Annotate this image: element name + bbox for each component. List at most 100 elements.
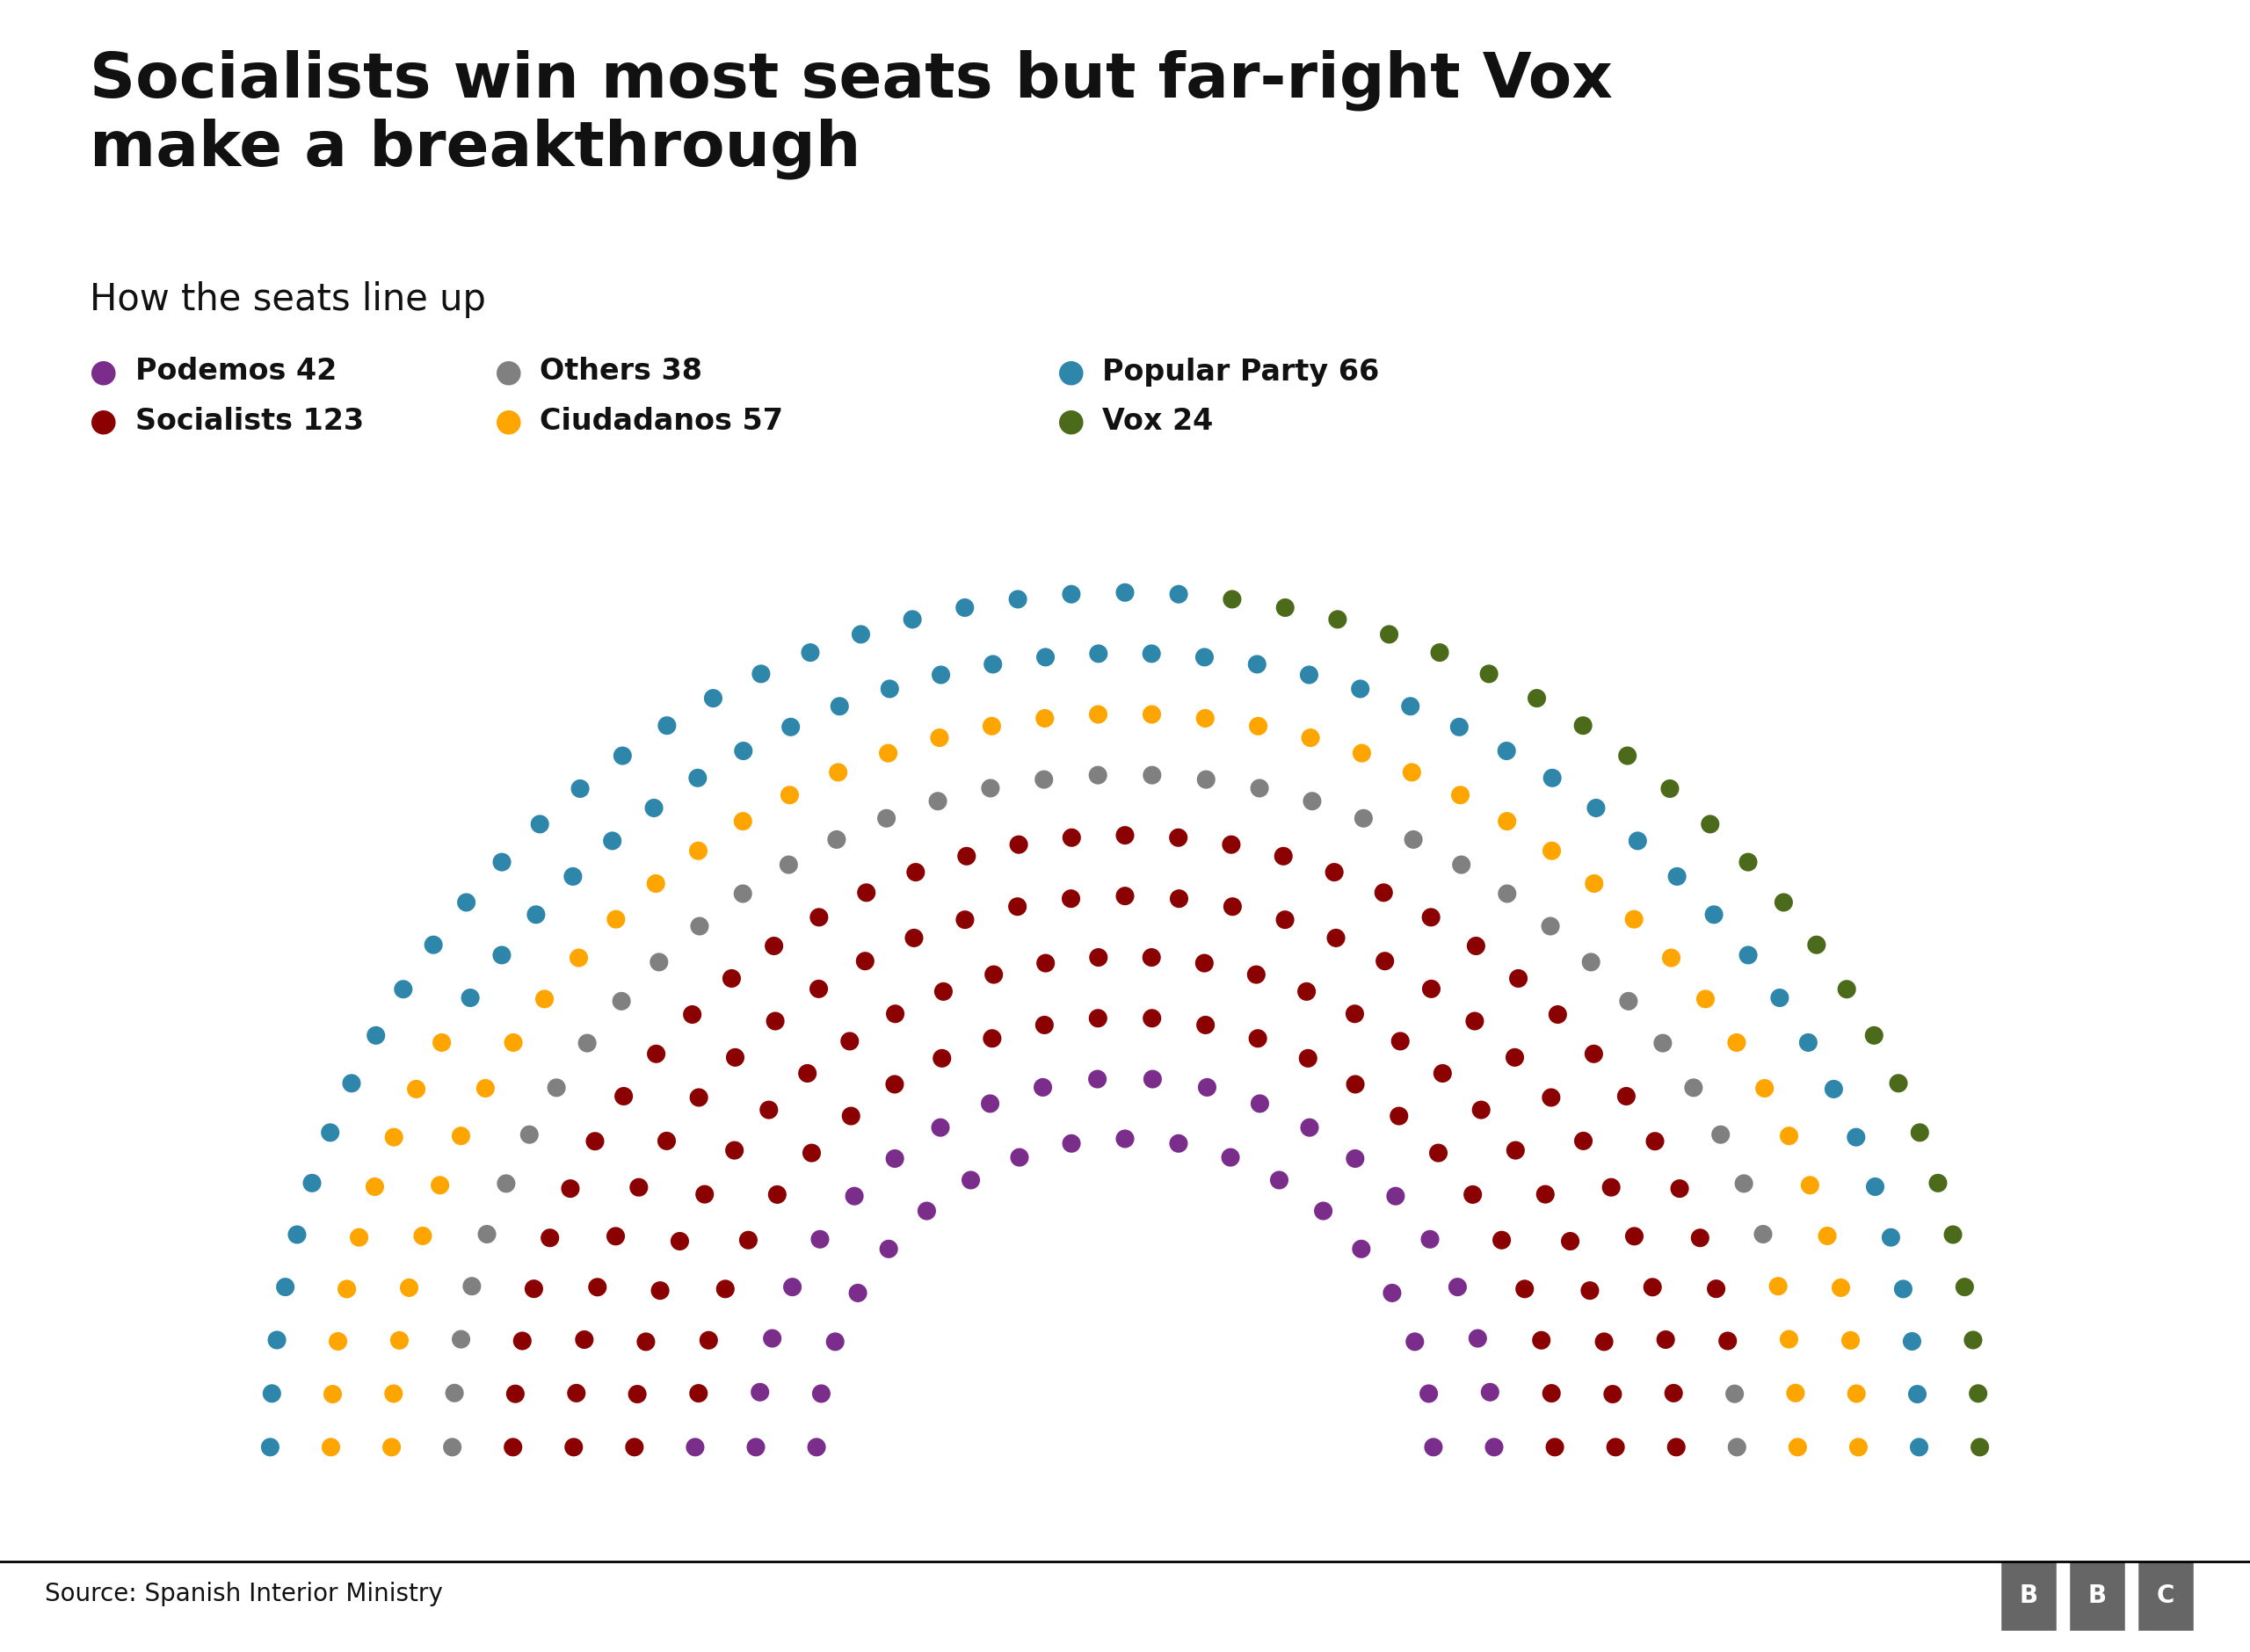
Point <box>848 948 884 975</box>
Point <box>878 1145 914 1171</box>
Point <box>1490 808 1526 834</box>
Point <box>1291 661 1327 687</box>
Point <box>1134 641 1170 667</box>
Point <box>821 694 857 720</box>
Point <box>1791 1171 1827 1198</box>
Point <box>821 760 857 786</box>
Point <box>1762 985 1798 1011</box>
Point <box>1411 1381 1447 1408</box>
Point <box>1654 945 1690 971</box>
Point <box>1107 823 1143 849</box>
Point <box>731 1227 767 1254</box>
Point <box>1053 824 1089 851</box>
Point <box>817 1328 853 1355</box>
Point <box>1456 1181 1492 1208</box>
Point <box>648 1128 684 1155</box>
Point <box>295 1170 331 1196</box>
Point <box>374 1434 410 1460</box>
Point <box>1215 894 1251 920</box>
Point <box>1458 933 1494 960</box>
Point <box>1519 686 1555 712</box>
Point <box>1424 1061 1460 1087</box>
Point <box>662 1227 698 1254</box>
Text: B: B <box>2088 1584 2106 1607</box>
Point <box>837 1183 873 1209</box>
Point <box>1134 762 1170 788</box>
Point <box>832 1028 869 1054</box>
Point <box>1537 1434 1573 1460</box>
Point <box>974 1026 1010 1052</box>
Point <box>1683 1224 1719 1251</box>
Point <box>580 1274 616 1300</box>
Point <box>1577 871 1613 897</box>
Point <box>1215 586 1251 613</box>
Point <box>641 1277 677 1303</box>
Point <box>1336 1001 1372 1028</box>
Point <box>1766 889 1802 915</box>
Point <box>871 740 907 767</box>
Point <box>468 1075 504 1102</box>
Point <box>695 686 731 712</box>
Point <box>794 1140 830 1166</box>
Point <box>616 1434 652 1460</box>
Point <box>1026 1011 1062 1037</box>
Point <box>376 1381 412 1408</box>
Point <box>682 1084 718 1110</box>
Text: Ciudadanos 57: Ciudadanos 57 <box>540 406 783 436</box>
Point <box>1318 606 1354 633</box>
Point <box>1901 1120 1937 1146</box>
Point <box>1413 976 1449 1003</box>
Point <box>1188 767 1224 793</box>
Point <box>538 1074 574 1100</box>
Point <box>974 714 1010 740</box>
Point <box>1539 1001 1575 1028</box>
Point <box>878 1070 914 1097</box>
Point <box>909 1198 945 1224</box>
Point <box>452 985 488 1011</box>
Point <box>569 1029 605 1056</box>
Point <box>1026 767 1062 793</box>
Point <box>1575 1041 1611 1067</box>
Point <box>567 1327 603 1353</box>
Point <box>950 843 986 869</box>
Point <box>1771 1123 1807 1150</box>
Point <box>1080 1004 1116 1031</box>
Point <box>1534 838 1570 864</box>
Point <box>947 907 983 933</box>
Point <box>758 1181 794 1208</box>
Point <box>896 925 931 952</box>
Point <box>1242 1090 1278 1117</box>
Point <box>1534 765 1570 791</box>
Point <box>621 1175 657 1201</box>
Point <box>1134 945 1170 971</box>
Point <box>468 1221 504 1247</box>
Point <box>1829 976 1865 1003</box>
Point <box>1634 1274 1670 1300</box>
Point <box>972 775 1008 801</box>
Point <box>313 1120 349 1146</box>
Point <box>1442 781 1478 808</box>
Point <box>1872 1224 1908 1251</box>
Point <box>1375 1280 1411 1307</box>
Point <box>1566 712 1602 738</box>
Point <box>803 1381 839 1408</box>
Point <box>639 1041 675 1067</box>
Text: C: C <box>2156 1584 2174 1607</box>
Point <box>1413 1226 1449 1252</box>
Point <box>1730 849 1766 876</box>
Point <box>1780 1434 1816 1460</box>
Point <box>947 595 983 621</box>
Point <box>603 988 639 1014</box>
Point <box>495 1434 531 1460</box>
Point <box>576 1128 612 1155</box>
Point <box>920 788 956 814</box>
Point <box>376 1123 412 1150</box>
Point <box>896 606 931 633</box>
Point <box>1001 831 1037 857</box>
Point <box>801 1226 837 1252</box>
Point <box>1289 978 1325 1004</box>
Point <box>1831 1327 1867 1353</box>
Point <box>1188 705 1224 732</box>
Point <box>1026 705 1062 732</box>
Point <box>792 639 828 666</box>
